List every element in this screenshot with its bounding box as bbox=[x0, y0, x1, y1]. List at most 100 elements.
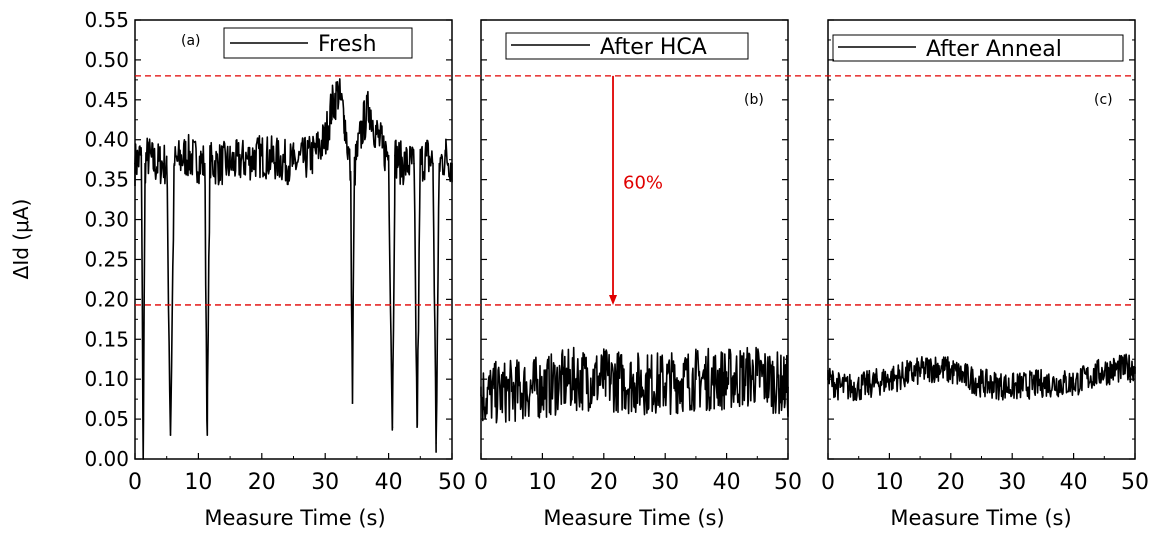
data-point bbox=[206, 434, 209, 436]
y-tick-label: 0.55 bbox=[84, 8, 129, 32]
y-tick-label: 0.40 bbox=[84, 128, 129, 152]
x-tick-label: 30 bbox=[311, 470, 339, 495]
y-axis-label: ΔId (μA) bbox=[9, 199, 33, 280]
data-point bbox=[664, 382, 666, 384]
x-tick-label: 20 bbox=[937, 470, 965, 495]
x-tick-label: 10 bbox=[875, 470, 903, 495]
data-point bbox=[400, 162, 403, 165]
data-point bbox=[787, 386, 789, 388]
data-point bbox=[349, 170, 352, 173]
y-tick-label: 0.35 bbox=[84, 168, 129, 192]
data-point bbox=[1011, 386, 1013, 388]
reference-lines bbox=[135, 75, 1135, 306]
data-point bbox=[425, 154, 428, 157]
data-point bbox=[362, 122, 365, 125]
data-point bbox=[1134, 366, 1136, 369]
legend: Fresh bbox=[223, 27, 413, 59]
data-point bbox=[1072, 382, 1075, 384]
annotation-arrowhead bbox=[609, 294, 618, 305]
y-tick-label: 0.20 bbox=[84, 287, 129, 311]
legend-label: After Anneal bbox=[926, 37, 1062, 62]
y-tick-label: 0.05 bbox=[84, 407, 129, 431]
y-axis-label-group: ΔId (μA) bbox=[9, 199, 33, 280]
x-tick-label: 40 bbox=[375, 470, 403, 495]
x-tick-label: 0 bbox=[474, 470, 488, 495]
data-point bbox=[140, 154, 143, 157]
x-tick-label: 20 bbox=[248, 470, 276, 495]
data-marks bbox=[827, 353, 1136, 402]
data-point bbox=[169, 434, 172, 436]
data-point bbox=[950, 370, 952, 373]
data-point bbox=[311, 154, 314, 157]
x-tick-label: 50 bbox=[438, 470, 466, 495]
data-point bbox=[292, 162, 295, 165]
data-point bbox=[184, 154, 187, 157]
data-point bbox=[1042, 382, 1044, 384]
data-point bbox=[394, 154, 396, 157]
panel-label: (c) bbox=[1094, 92, 1113, 108]
reduction-annotation: 60% bbox=[609, 75, 663, 305]
data-point bbox=[353, 170, 356, 173]
y-tick-label: 0.50 bbox=[84, 48, 129, 72]
data-point bbox=[980, 382, 983, 384]
data-point bbox=[203, 162, 206, 165]
data-point bbox=[572, 378, 574, 380]
data-point bbox=[229, 162, 231, 165]
data-point bbox=[919, 370, 921, 373]
data-point bbox=[134, 162, 136, 165]
data-point bbox=[857, 386, 860, 388]
x-tick-label: 10 bbox=[184, 470, 212, 495]
series-line-fresh bbox=[134, 78, 453, 460]
legend-box bbox=[505, 32, 749, 60]
y-tick-label: 0.00 bbox=[84, 447, 129, 471]
data-point bbox=[351, 402, 354, 404]
data-point bbox=[480, 394, 482, 396]
data-point bbox=[209, 162, 211, 165]
x-tick-label: 50 bbox=[774, 470, 802, 495]
legend-label: After HCA bbox=[600, 35, 707, 60]
x-tick-label: 0 bbox=[821, 470, 835, 495]
y-tick-label: 0.45 bbox=[84, 88, 129, 112]
data-point bbox=[324, 138, 327, 141]
data-point bbox=[695, 378, 697, 380]
x-tick-label: 50 bbox=[1121, 470, 1149, 495]
data-point bbox=[413, 162, 415, 165]
data-point bbox=[432, 162, 434, 165]
legend-box bbox=[832, 34, 1124, 62]
data-point bbox=[541, 386, 544, 388]
data-point bbox=[144, 162, 146, 165]
series-line-after-hca bbox=[480, 346, 789, 424]
data-point bbox=[1103, 370, 1106, 373]
panel-fresh: Fresh (a) Measure Time (s) 0.00 0.05 0.10 0… bbox=[84, 8, 466, 530]
data-marks bbox=[134, 78, 453, 460]
data-point bbox=[435, 442, 437, 444]
data-point bbox=[165, 162, 168, 165]
data-point bbox=[391, 426, 394, 428]
x-tick-label: 30 bbox=[651, 470, 679, 495]
data-point bbox=[261, 154, 263, 157]
data-point bbox=[416, 426, 418, 428]
x-axis-label: Measure Time (s) bbox=[204, 506, 385, 530]
data-point bbox=[451, 162, 453, 165]
data-marks bbox=[480, 346, 789, 424]
data-point bbox=[444, 154, 447, 157]
data-point bbox=[153, 162, 155, 165]
x-tick-label: 0 bbox=[128, 470, 142, 495]
data-point bbox=[368, 107, 371, 109]
x-tick-label: 40 bbox=[713, 470, 741, 495]
legend-label: Fresh bbox=[318, 32, 377, 57]
data-point bbox=[142, 458, 145, 460]
data-point bbox=[337, 91, 339, 93]
plot-frame bbox=[827, 19, 1136, 460]
data-point bbox=[937, 366, 940, 369]
x-tick-label: 20 bbox=[590, 470, 618, 495]
y-tick-label: 0.15 bbox=[84, 327, 129, 351]
legend: After HCA bbox=[505, 32, 749, 60]
data-point bbox=[839, 386, 842, 388]
data-point bbox=[343, 114, 346, 117]
x-axis-label: Measure Time (s) bbox=[543, 506, 724, 530]
data-point bbox=[419, 162, 422, 165]
data-point bbox=[356, 154, 358, 157]
annotation-label: 60% bbox=[623, 172, 663, 193]
